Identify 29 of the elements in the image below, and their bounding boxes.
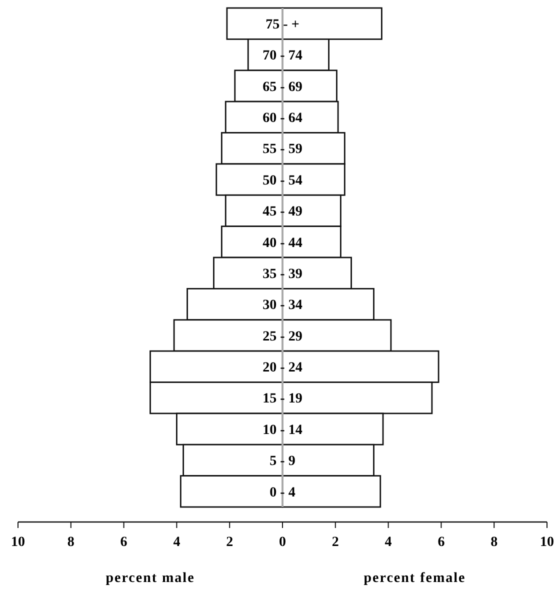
y-tick-label: 55 - 59	[262, 142, 302, 158]
x-tick-label: 4	[173, 535, 180, 550]
x-tick-label: 6	[120, 535, 128, 550]
x-tick-label: 0	[279, 535, 286, 550]
x-tick-label: 8	[67, 535, 74, 550]
y-tick-label: 60 - 64	[262, 111, 302, 126]
y-tick-label: 0 - 4	[270, 485, 296, 500]
x-tick-label: 2	[332, 535, 339, 550]
text: percent male	[106, 571, 195, 586]
y-tick-label: 75 - +	[266, 17, 300, 32]
y-tick-label: 50 - 54	[262, 173, 302, 188]
y-tick-label: 35 - 39	[262, 266, 302, 282]
y-tick-label: 30 - 34	[262, 298, 302, 314]
y-tick-label: 25 - 29	[262, 329, 302, 344]
x-tick-label: 10	[540, 535, 554, 550]
x-tick-label: 4	[384, 535, 392, 550]
x-tick-label: 2	[226, 535, 234, 550]
x-tick-label: 10	[11, 535, 25, 550]
y-tick-label: 40 - 44	[262, 236, 302, 251]
y-tick-label: 5 - 9	[270, 454, 296, 470]
y-tick-label: 20 - 24	[262, 360, 302, 376]
y-tick-label: 15 - 19	[262, 392, 302, 407]
y-tick-label: 45 - 49	[262, 204, 302, 220]
x-tick-label: 8	[490, 535, 498, 550]
y-tick-label: 65 - 69	[262, 80, 302, 95]
y-tick-label: 70 - 74	[262, 48, 302, 64]
x-tick-label: 6	[438, 535, 445, 550]
y-tick-label: 10 - 14	[262, 422, 302, 438]
text: percent female	[364, 571, 466, 586]
